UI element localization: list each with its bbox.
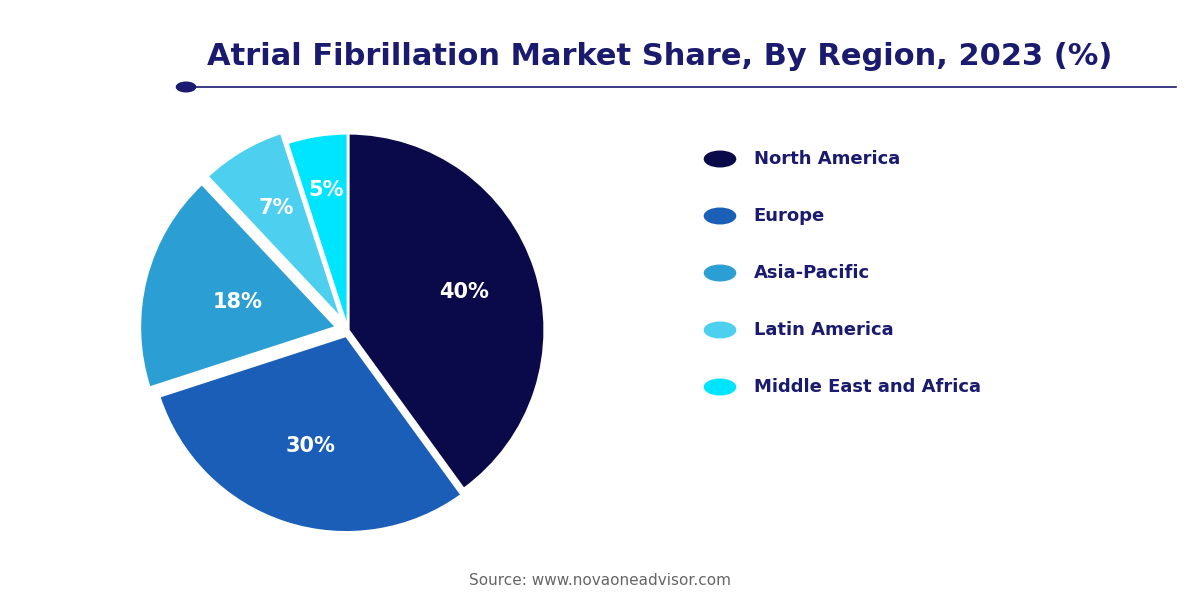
Text: 5%: 5% bbox=[308, 180, 343, 200]
Text: North America: North America bbox=[754, 150, 900, 168]
Text: NOVA: NOVA bbox=[23, 42, 71, 57]
Text: Asia-Pacific: Asia-Pacific bbox=[754, 264, 870, 282]
Text: 18%: 18% bbox=[212, 292, 263, 311]
Wedge shape bbox=[348, 133, 545, 489]
Text: Source: www.novaoneadvisor.com: Source: www.novaoneadvisor.com bbox=[469, 573, 731, 588]
Wedge shape bbox=[287, 133, 348, 330]
Text: 7%: 7% bbox=[258, 198, 294, 218]
Text: ADVISOR: ADVISOR bbox=[109, 42, 186, 57]
Text: Latin America: Latin America bbox=[754, 321, 893, 339]
Text: 30%: 30% bbox=[286, 436, 335, 456]
Text: Atrial Fibrillation Market Share, By Region, 2023 (%): Atrial Fibrillation Market Share, By Reg… bbox=[208, 42, 1112, 71]
Text: Europe: Europe bbox=[754, 207, 824, 225]
Text: 1: 1 bbox=[86, 42, 97, 57]
Text: Middle East and Africa: Middle East and Africa bbox=[754, 378, 980, 396]
Wedge shape bbox=[139, 184, 336, 388]
Wedge shape bbox=[208, 133, 342, 320]
Text: 40%: 40% bbox=[439, 282, 488, 302]
Wedge shape bbox=[160, 335, 462, 532]
